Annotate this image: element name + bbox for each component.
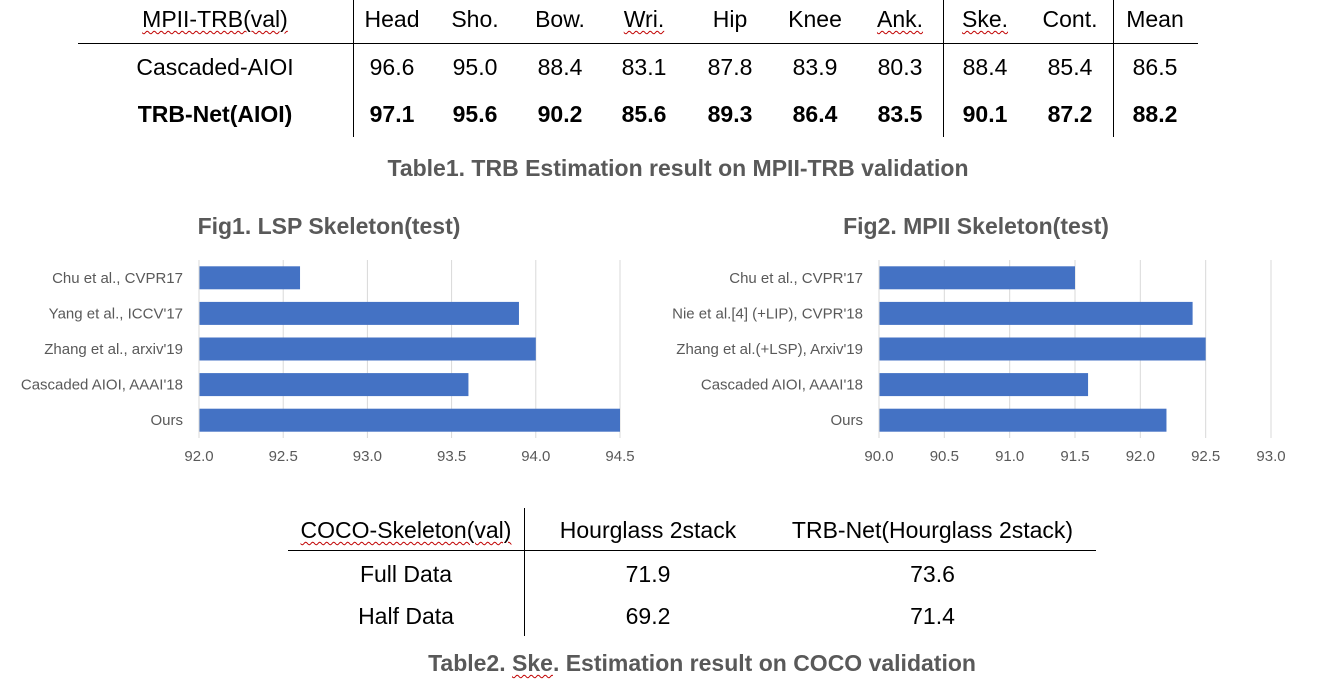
chart1-x-tick-label: 93.0 <box>353 448 382 465</box>
chart1-x-tick-label: 92.0 <box>184 448 213 465</box>
chart1-bar <box>199 266 301 290</box>
table2-row1-cell: 73.6 <box>910 561 955 587</box>
table1-header-hip: Hip <box>712 6 748 32</box>
table1-row1-cell: 86.5 <box>1132 54 1178 80</box>
chart2-category-label: Cascaded AIOI, AAAI'18 <box>701 377 863 394</box>
table1-row1-cell: 85.4 <box>1047 54 1093 80</box>
table1-caption: Table1. TRB Estimation result on MPII-TR… <box>387 155 969 181</box>
table1-header-mean: Mean <box>1126 6 1184 32</box>
table1-row2-cell: 90.2 <box>537 101 583 127</box>
table1-header-ank: Ank. <box>876 6 924 32</box>
table1-row2-cell: 85.6 <box>621 101 667 127</box>
table1-divider-1 <box>353 0 354 137</box>
table1-header-bow: Bow. <box>535 6 585 32</box>
chart1-category-label: Chu et al., CVPR17 <box>52 270 183 287</box>
chart2-x-tick-label: 92.0 <box>1126 448 1155 465</box>
chart1-category-label: Ours <box>150 412 183 429</box>
table2-caption: Table2. Ske. Estimation result on COCO v… <box>428 650 976 676</box>
table1-header-knee: Knee <box>788 6 842 32</box>
table2-header-trbnet: TRB-Net(Hourglass 2stack) <box>791 517 1074 543</box>
chart2-x-tick-label: 92.5 <box>1191 448 1220 465</box>
chart1-category-label: Yang et al., ICCV'17 <box>49 305 183 322</box>
table1-header-wri: Wri. <box>623 6 665 32</box>
table1: MPII-TRB(val) Head Sho. Bow. Wri. Hip Kn… <box>0 0 1318 145</box>
chart2-bar <box>879 373 1089 397</box>
chart2-category-label: Zhang et al.(+LSP), Arxiv'19 <box>676 341 863 358</box>
table1-row1-name: Cascaded-AIOI <box>136 54 294 80</box>
chart1-bar <box>199 337 536 361</box>
table1-row2-cell: 83.5 <box>877 101 923 127</box>
table2-divider <box>524 508 525 636</box>
table1-divider-3 <box>1113 0 1114 137</box>
table2-row2-name: Half Data <box>358 603 454 629</box>
chart2-category-label: Ours <box>830 412 863 429</box>
table2-row1-name: Full Data <box>359 561 453 587</box>
table1-header-ske: Ske. <box>961 6 1009 32</box>
table1-row1-cell: 87.8 <box>707 54 753 80</box>
chart1-lsp-skeleton: 92.0 92.5 93.0 93.5 94.0 94.5 Chu et al., CVPR… <box>21 260 635 465</box>
chart2-category-label: Nie et al.[4] (+LIP), CVPR'18 <box>672 305 863 322</box>
table1-header-rule <box>78 43 1198 44</box>
table2-row2-cell: 69.2 <box>625 603 671 629</box>
chart2-bar <box>879 301 1193 325</box>
table1-row1-cell: 83.9 <box>792 54 838 80</box>
table1-row2-name: TRB-Net(AIOI) <box>137 101 293 127</box>
table1-row2-cell: 89.3 <box>707 101 753 127</box>
chart2-bar <box>879 337 1206 361</box>
table1-row1-cell: 83.1 <box>621 54 667 80</box>
table1-divider-2 <box>943 0 944 137</box>
table1-header-cont: Cont. <box>1042 6 1098 32</box>
chart2-title: Fig2. MPII Skeleton(test) <box>843 213 1109 239</box>
table2-row2-cell: 71.4 <box>910 603 955 629</box>
table1-row1-cell: 80.3 <box>877 54 923 80</box>
table1-row2-cell: 88.2 <box>1132 101 1178 127</box>
chart1-x-tick-label: 93.5 <box>437 448 466 465</box>
chart1-bar <box>199 408 620 432</box>
chart2-x-tick-label: 91.5 <box>1060 448 1089 465</box>
table1-header-head: Head <box>364 6 420 32</box>
table2-header-hourglass: Hourglass 2stack <box>559 517 737 543</box>
chart2-x-tick-label: 90.0 <box>864 448 893 465</box>
chart2-x-tick-label: 91.0 <box>995 448 1024 465</box>
table1-row2-cell: 86.4 <box>792 101 838 127</box>
table2-header-rule <box>288 550 1096 551</box>
chart1-title: Fig1. LSP Skeleton(test) <box>197 213 461 239</box>
chart2-mpii-skeleton: 90.0 90.5 91.0 91.5 92.0 92.5 93.0 Chu et al., … <box>672 260 1286 465</box>
table2-row1-cell: 71.9 <box>625 561 671 587</box>
chart1-bar <box>199 301 519 325</box>
chart1-x-tick-label: 94.0 <box>521 448 550 465</box>
table1-row2-cell: 90.1 <box>962 101 1008 127</box>
chart2-category-label: Chu et al., CVPR'17 <box>729 270 863 287</box>
table1-row2-cell: 97.1 <box>369 101 415 127</box>
chart1-x-tick-label: 92.5 <box>269 448 298 465</box>
table1-row1-cell: 96.6 <box>369 54 415 80</box>
table1-row1-cell: 88.4 <box>537 54 583 80</box>
table1-row2-cell: 95.6 <box>452 101 498 127</box>
chart2-x-tick-label: 93.0 <box>1256 448 1285 465</box>
chart1-category-label: Zhang et al., arxiv'19 <box>44 341 183 358</box>
chart2-bar <box>879 266 1075 290</box>
table2-header-dataset: COCO-Skeleton(val) <box>300 517 512 543</box>
chart1-bar <box>199 373 469 397</box>
chart1-category-label: Cascaded AIOI, AAAI'18 <box>21 377 183 394</box>
table1-header-sho: Sho. <box>451 6 499 32</box>
chart1-x-tick-label: 94.5 <box>605 448 634 465</box>
table1-row1-cell: 88.4 <box>962 54 1008 80</box>
chart2-bar <box>879 408 1167 432</box>
table1-row2-cell: 87.2 <box>1047 101 1093 127</box>
table1-row1-cell: 95.0 <box>452 54 498 80</box>
chart2-x-tick-label: 90.5 <box>930 448 959 465</box>
table1-header-dataset: MPII-TRB(val) <box>142 6 288 32</box>
